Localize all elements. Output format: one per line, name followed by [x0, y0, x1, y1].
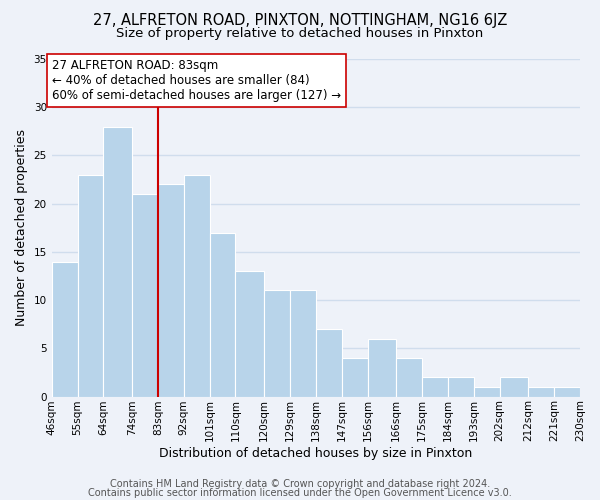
Bar	[500, 378, 529, 396]
Bar	[316, 329, 341, 396]
Y-axis label: Number of detached properties: Number of detached properties	[15, 130, 28, 326]
Bar	[368, 338, 396, 396]
Text: Contains HM Land Registry data © Crown copyright and database right 2024.: Contains HM Land Registry data © Crown c…	[110, 479, 490, 489]
Bar	[158, 184, 184, 396]
Bar	[264, 290, 290, 397]
Bar	[52, 262, 77, 396]
Bar	[448, 378, 474, 396]
Bar	[474, 387, 500, 396]
Bar	[554, 387, 580, 396]
Bar	[77, 174, 103, 396]
Text: 27 ALFRETON ROAD: 83sqm
← 40% of detached houses are smaller (84)
60% of semi-de: 27 ALFRETON ROAD: 83sqm ← 40% of detache…	[52, 59, 341, 102]
Text: 27, ALFRETON ROAD, PINXTON, NOTTINGHAM, NG16 6JZ: 27, ALFRETON ROAD, PINXTON, NOTTINGHAM, …	[93, 12, 507, 28]
Bar	[341, 358, 368, 397]
Text: Size of property relative to detached houses in Pinxton: Size of property relative to detached ho…	[116, 28, 484, 40]
X-axis label: Distribution of detached houses by size in Pinxton: Distribution of detached houses by size …	[159, 447, 472, 460]
Bar	[422, 378, 448, 396]
Bar	[235, 271, 264, 396]
Text: Contains public sector information licensed under the Open Government Licence v3: Contains public sector information licen…	[88, 488, 512, 498]
Bar	[132, 194, 158, 396]
Bar	[290, 290, 316, 397]
Bar	[396, 358, 422, 397]
Bar	[529, 387, 554, 396]
Bar	[184, 174, 209, 396]
Bar	[103, 126, 132, 396]
Bar	[209, 232, 235, 396]
